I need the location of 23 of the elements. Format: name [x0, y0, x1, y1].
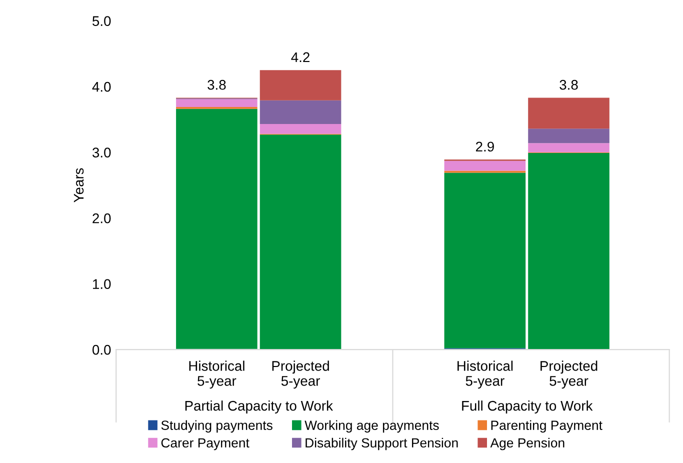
y-tick-label: 0.0 [92, 344, 111, 355]
legend-label: Age Pension [490, 438, 564, 450]
total-label: 2.9 [476, 142, 494, 152]
legend-label: Working age payments [304, 420, 439, 433]
x-tick-label: Historical 5-year [458, 360, 513, 389]
y-tick-label: 4.0 [92, 82, 111, 92]
y-axis-title: Years [74, 168, 84, 202]
x-tick-label: Projected 5-year [540, 360, 598, 389]
legend-label: Disability Support Pension [306, 438, 458, 450]
text: Partial Capacity to Work [185, 400, 333, 414]
legend-label: Studying payments [161, 420, 272, 433]
legend-label: Carer Payment [161, 438, 250, 450]
x-tick-label: Projected 5-year [272, 360, 329, 389]
y-tick-label: 5.0 [92, 16, 111, 26]
y-tick-label: 1.0 [93, 279, 111, 289]
x-tick-label: Historical 5-year [189, 360, 244, 389]
total-label: 4.2 [291, 52, 310, 62]
legend-label: Parenting Payment [491, 420, 602, 433]
y-tick-label: 2.0 [92, 213, 111, 224]
y-tick-label: 3.0 [92, 148, 111, 158]
text: Full Capacity to Work [462, 400, 593, 414]
total-label: 3.8 [208, 80, 226, 90]
total-label: 3.8 [560, 80, 578, 90]
